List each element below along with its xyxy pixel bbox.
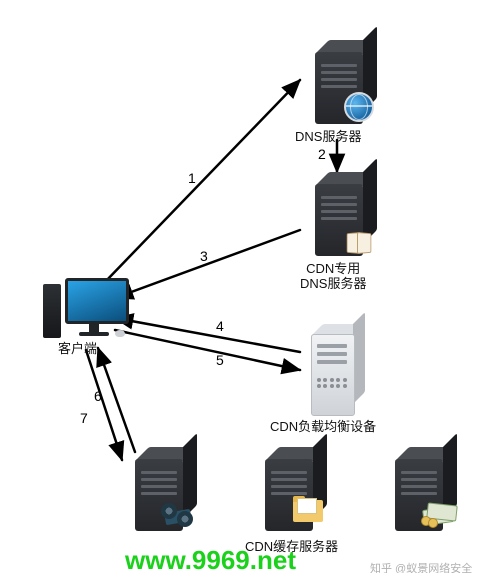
- edge-label-7: 7: [80, 410, 88, 426]
- node-cache-server-2: [255, 447, 325, 537]
- edge-label-6: 6: [94, 388, 102, 404]
- edge-label-2: 2: [318, 146, 326, 162]
- cash-icon: [423, 502, 455, 524]
- film-icon: [163, 505, 191, 527]
- node-load-balancer: [305, 326, 375, 421]
- edge-6: [98, 348, 135, 452]
- edge-7: [86, 350, 122, 460]
- edge-label-5: 5: [216, 352, 224, 368]
- label-cdn-dns-server: CDN专用 DNS服务器: [300, 262, 366, 292]
- client-mouse: [115, 330, 125, 337]
- label-client: 客户端: [58, 342, 97, 357]
- edge-5: [115, 330, 300, 370]
- client-pc-tower: [43, 284, 61, 338]
- watermark-text: www.9969.net: [125, 545, 296, 573]
- label-dns-server: DNS服务器: [295, 130, 361, 145]
- credit-text: 知乎 @蚁景网络安全: [370, 560, 472, 573]
- edge-4: [115, 318, 300, 352]
- edge-label-3: 3: [200, 248, 208, 264]
- book-icon: [344, 232, 374, 254]
- edge-label-4: 4: [216, 318, 224, 334]
- folder-icon: [293, 500, 323, 522]
- client-monitor: [65, 278, 123, 336]
- globe-icon: [344, 92, 374, 122]
- label-load-balancer: CDN负载均衡设备: [270, 420, 376, 435]
- edge-label-1: 1: [188, 170, 196, 186]
- edge-3: [115, 230, 300, 298]
- diagram-stage: 客户端 DNS服务器 CDN专用 DNS服务器 CDN负载均衡设备 CDN缓存服…: [0, 0, 500, 573]
